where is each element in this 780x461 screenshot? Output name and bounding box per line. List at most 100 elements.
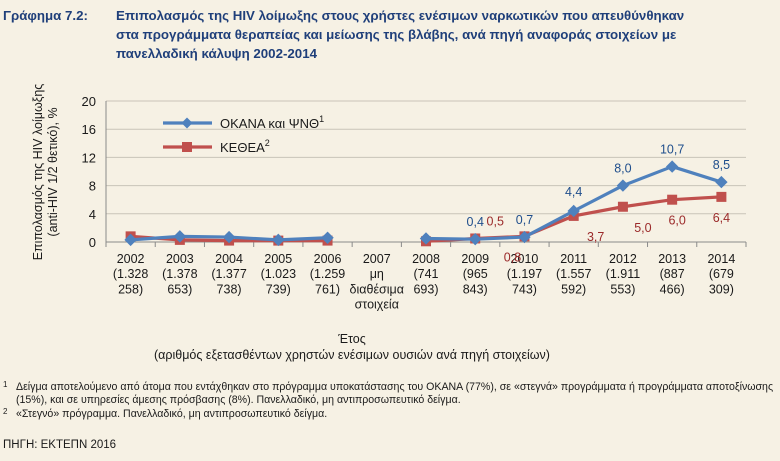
x-tick-label-line: 2012 (609, 252, 637, 266)
x-tick-label-2007: 2007 μη διαθέσιμα στοιχεία (350, 252, 404, 312)
point-okana-2006 (321, 231, 334, 244)
footnote-1-marker: 1 (3, 380, 8, 389)
x-tick-label-line: 2009 (461, 252, 489, 266)
x-axis-title-line: Έτος (337, 332, 366, 346)
x-tick-label-line: 2004 (215, 252, 243, 266)
point-okana-2014 (715, 175, 728, 189)
x-tick-label-line: 309) (709, 282, 734, 296)
x-tick-label-line: 2010 (511, 252, 539, 266)
point-kethea-2013 (667, 194, 678, 205)
y-tick-label-20: 20 (82, 94, 96, 109)
footnote-2-text: «Στεγνό» πρόγραμμα. Πανελλαδικό, μη αντι… (16, 407, 328, 420)
data-label-okana-2011: 4,4 (565, 185, 582, 199)
x-tick-label-line: 2007 (363, 252, 391, 266)
x-tick-label-line: 738) (217, 282, 242, 296)
data-label-okana-2009: 0,4 (467, 215, 484, 229)
y-tick-label-4: 4 (89, 207, 96, 222)
series-lines: 0,4 0,7 4,4 8,0 10,7 8,5 0,5 0,8 3,7 5,0 6,0 6,4 (124, 143, 730, 264)
legend-marker-kethea (182, 142, 192, 152)
legend-label-sup: 2 (265, 138, 270, 148)
footnote-2-marker: 2 (3, 406, 8, 416)
x-tick-label-line: 592) (561, 282, 586, 296)
point-kethea-2012 (617, 201, 628, 212)
x-tick-label-line: 2011 (560, 252, 587, 266)
legend-label-text: ΟΚΑΝΑ και ΨΝΘ (220, 116, 319, 131)
x-tick-label-line: (1.557 (556, 267, 591, 281)
x-tick-label-line: (679 (709, 267, 734, 281)
title-line-3: πανελλαδική κάλυψη 2002-2014 (116, 46, 317, 61)
x-tick-label-2005: 2005 (1.023 739) (261, 252, 296, 296)
x-tick-label-2009: 2009 (965 843) (461, 252, 489, 296)
x-tick-label-line: (1.377 (211, 267, 246, 281)
x-tick-label-2010: 2010 (1.197 743) (507, 252, 542, 296)
legend-label-kethea: ΚΕΘΕΑ2 (220, 138, 270, 155)
x-tick-label-line: 2014 (707, 252, 735, 266)
y-axis-title: Επιπολασμός της HIV λοίμωξης(anti-HIV 1/… (31, 84, 60, 261)
x-tick-label-2003: 2003 (1.378 653) (162, 252, 197, 296)
x-tick-label-line: (887 (660, 267, 685, 281)
legend-label-okana: ΟΚΑΝΑ και ΨΝΘ1 (220, 114, 324, 131)
footnote-1-text: Δείγμα αποτελούμενο από άτομα που εντάχθ… (16, 381, 774, 407)
legend-label-sup: 1 (319, 114, 324, 124)
data-label-okana-2012: 8,0 (614, 162, 631, 176)
point-okana-2009 (469, 232, 482, 246)
point-okana-2012 (616, 179, 630, 192)
data-label-kethea-2013: 6,0 (668, 214, 685, 228)
x-tick-label-line: 2002 (117, 252, 145, 266)
x-axis-title: Έτος (αριθμός εξετασθέντων χρηστών ενέσιμ… (154, 332, 550, 362)
x-tick-label-line: 2003 (166, 252, 194, 266)
x-tick-label-2004: 2004 (1.377 738) (211, 252, 246, 296)
point-okana-2005 (272, 233, 285, 247)
x-tick-label-line: 2008 (412, 252, 440, 266)
footnote-2: 2 «Στεγνό» πρόγραμμα. Πανελλαδικό, μη αν… (3, 406, 775, 421)
x-tick-label-line: 761) (315, 282, 340, 296)
x-tick-label-line: 553) (610, 282, 635, 296)
x-tick-label-line: 653) (167, 282, 192, 296)
data-label-okana-2010: 0,7 (516, 213, 533, 227)
y-axis-title-line: (anti-HIV 1/2 θετικό), % (46, 107, 60, 236)
data-label-kethea-2010: 0,8 (504, 250, 521, 264)
point-okana-2002 (124, 233, 137, 247)
footnotes: 1 Δείγμα αποτελούμενο από άτομα που εντά… (3, 380, 775, 421)
data-label-kethea-2009: 0,5 (487, 214, 504, 228)
x-tick-label-line: διαθέσιμα (350, 282, 404, 296)
source-note: ΠΗΓΗ: ΕΚΤΕΠΝ 2016 (3, 439, 117, 451)
data-label-kethea-2012: 5,0 (634, 221, 651, 235)
x-tick-label-line: 258) (118, 282, 143, 296)
point-kethea-2014 (716, 191, 727, 202)
x-tick-label-2012: 2012 (1.911 553) (606, 252, 641, 296)
x-tick-label-line: (1.328 (113, 267, 148, 281)
footnote-1: 1 Δείγμα αποτελούμενο από άτομα που εντά… (3, 380, 775, 408)
x-axis: 2002 (1.328 258)2003 (1.378 653)2004 (1.377 73… (105, 241, 747, 312)
y-axis: 0 4 8 12 16 20 (82, 94, 107, 250)
axis-titles: Επιπολασμός της HIV λοίμωξης(anti-HIV 1/… (31, 84, 550, 362)
x-tick-label-line: 739) (266, 282, 291, 296)
data-label-kethea-2011: 3,7 (587, 230, 604, 244)
x-tick-label-2002: 2002 (1.328 258) (113, 252, 148, 296)
x-tick-label-2008: 2008 (741 693) (412, 252, 440, 296)
x-tick-label-line: 2005 (264, 252, 292, 266)
x-tick-label-line: 693) (413, 282, 438, 296)
title-line-1: Επιπολασμός της HIV λοίμωξης στους χρήστ… (116, 8, 685, 23)
x-tick-label-line: 2013 (658, 252, 686, 266)
x-tick-label-line: 466) (660, 282, 685, 296)
x-axis-title-line: (αριθμός εξετασθέντων χρηστών ενέσιμων ο… (154, 348, 550, 362)
y-tick-label-8: 8 (89, 179, 96, 194)
legend: ΟΚΑΝΑ και ΨΝΘ1 ΚΕΘΕΑ2 (163, 114, 324, 155)
point-okana-2008 (419, 232, 433, 245)
data-label-okana-2013: 10,7 (660, 143, 684, 157)
x-tick-label-2011: 2011 (1.557 592) (556, 252, 591, 296)
x-tick-label-2013: 2013 (887 466) (658, 252, 686, 296)
x-tick-label-line: (1.259 (310, 267, 345, 281)
x-tick-label-line: (1.911 (606, 267, 641, 281)
y-axis-title-line: Επιπολασμός της HIV λοίμωξης (31, 84, 45, 261)
x-tick-label-line: 843) (463, 282, 488, 296)
point-okana-2010 (518, 230, 531, 244)
point-okana-2003 (173, 230, 187, 243)
chart-title: Γράφημα 7.2: Επιπολασμός της HIV λοίμωξης… (3, 6, 775, 63)
y-tick-label-16: 16 (82, 122, 96, 137)
x-tick-label-2014: 2014 (679 309) (707, 252, 735, 296)
x-tick-label-line: μη (370, 267, 384, 281)
title-line-2: στα προγράμματα θεραπείας και μείωσης τη… (116, 27, 677, 42)
